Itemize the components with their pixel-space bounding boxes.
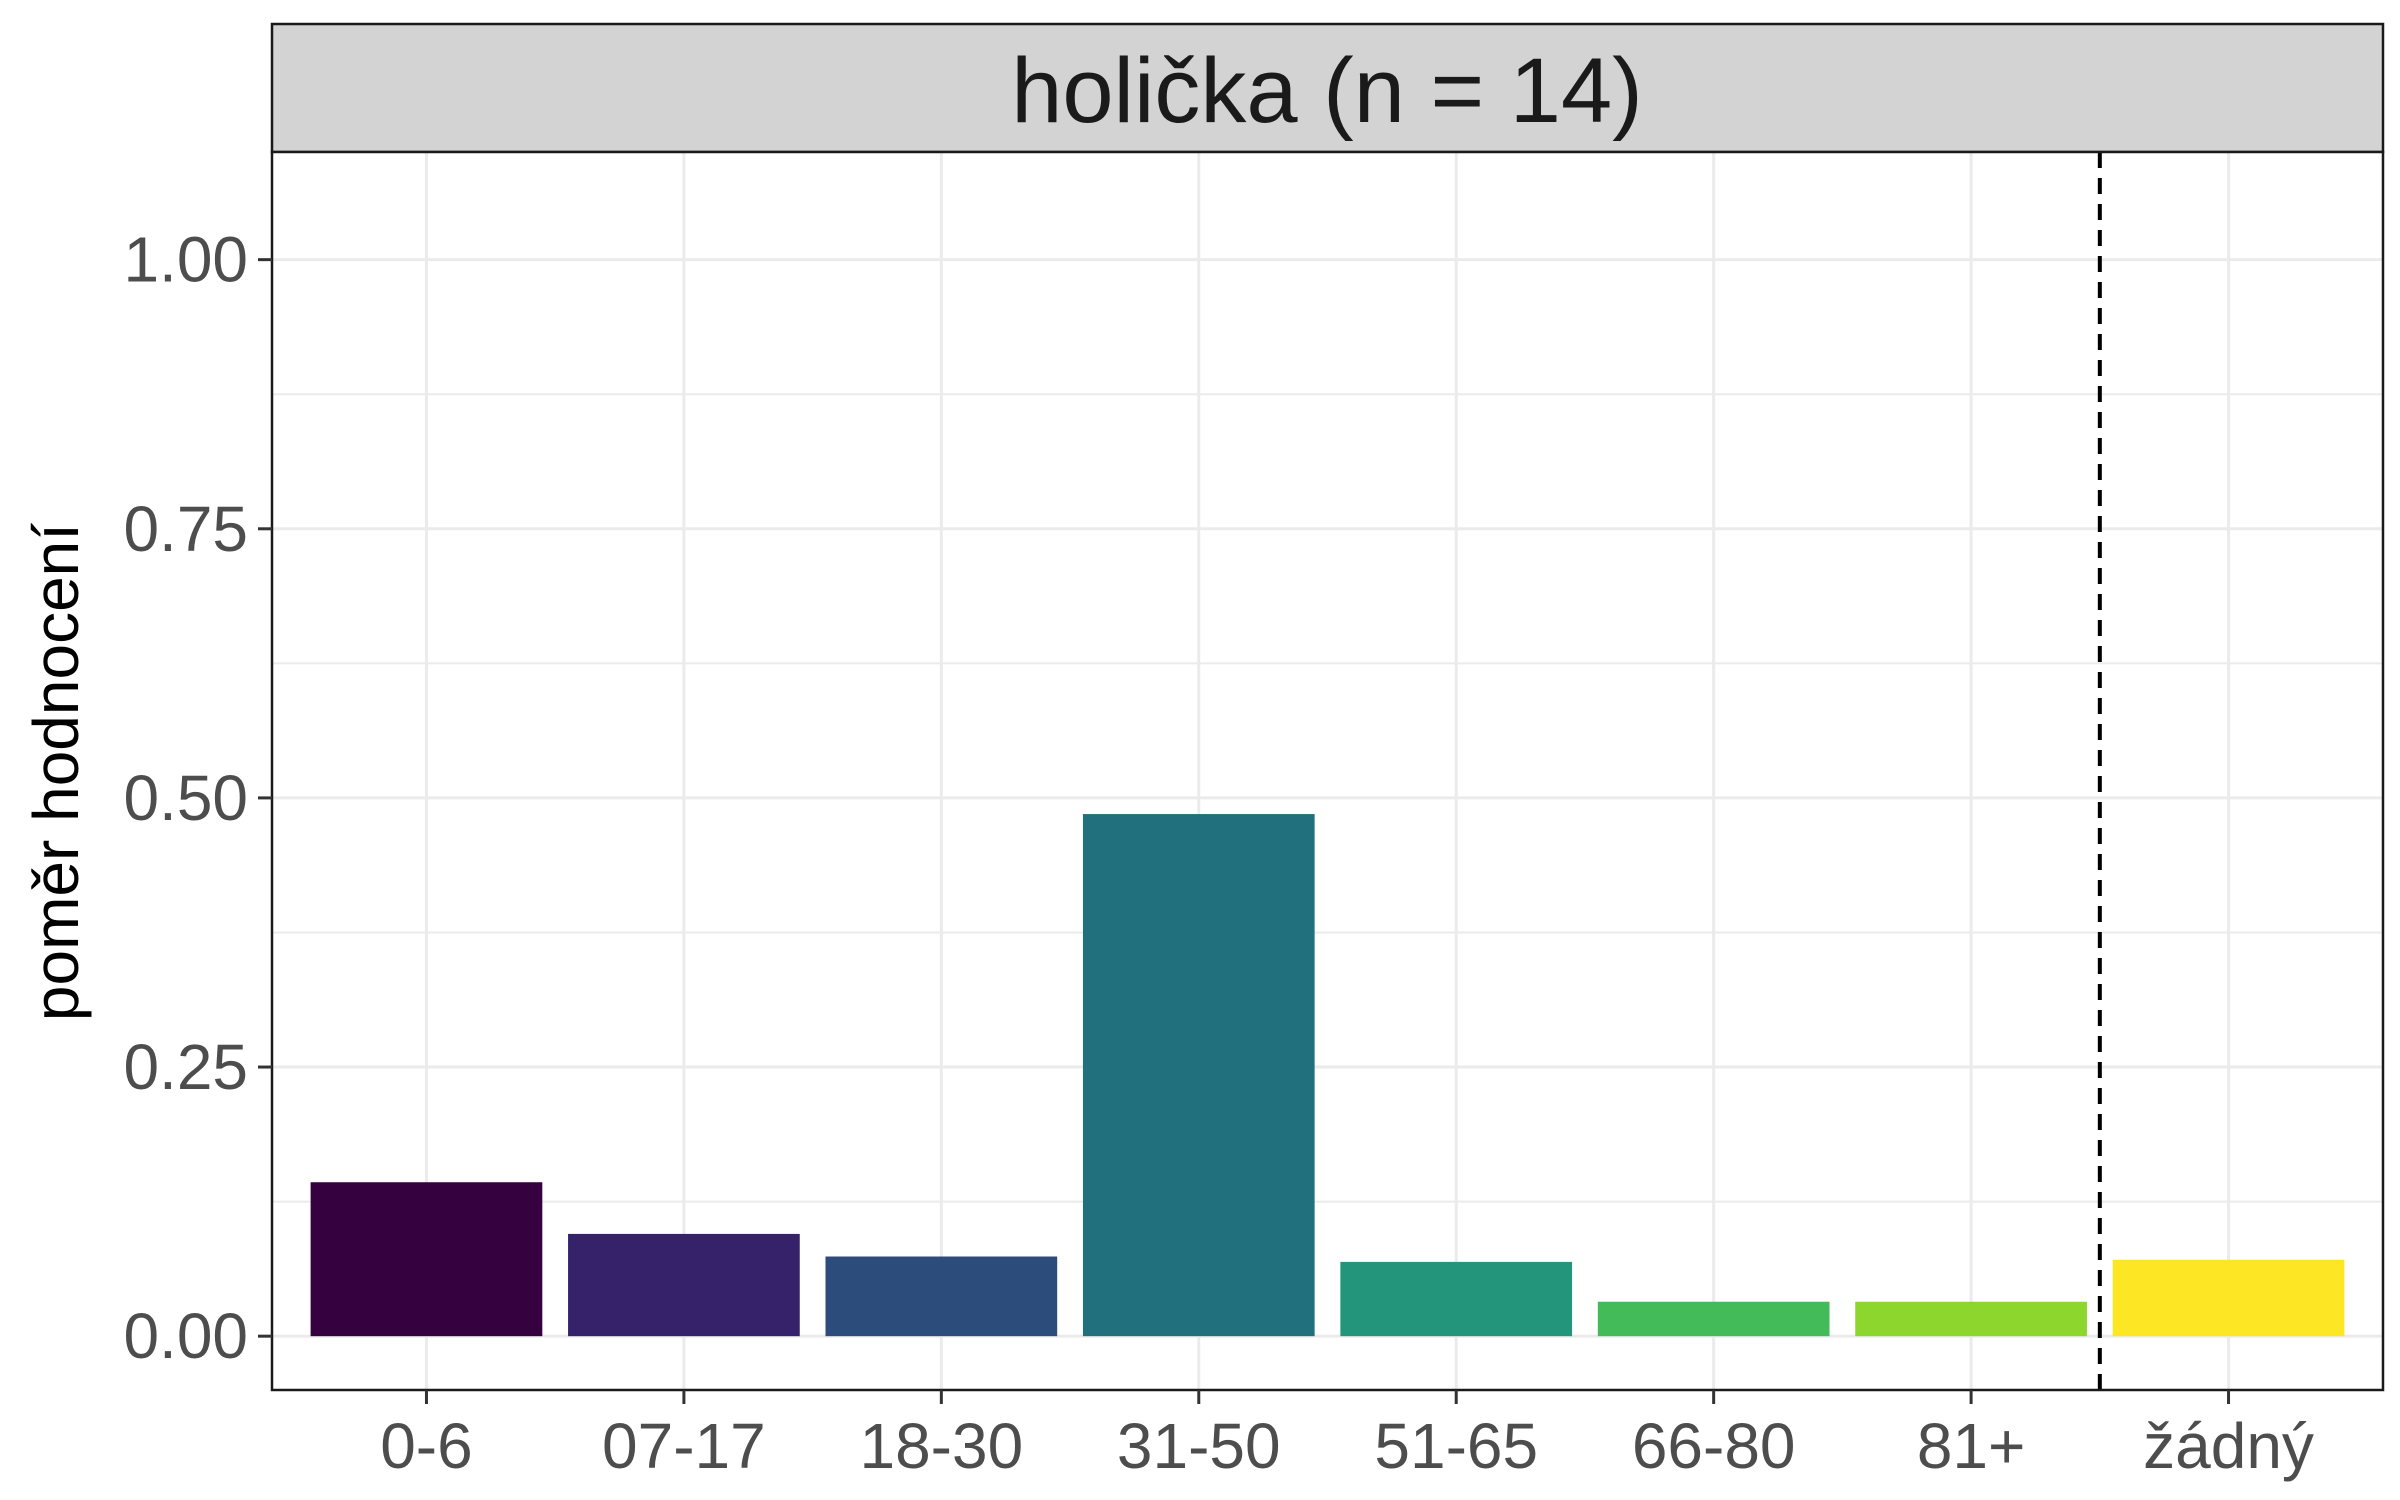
plot-panel — [272, 152, 2383, 1390]
bar-0-6 — [310, 1182, 543, 1337]
y-tick-label: 0.00 — [123, 1300, 248, 1372]
grid-minor — [272, 393, 2383, 1203]
y-axis: 0.00 0.25 0.50 0.75 1.00 — [123, 224, 272, 1372]
y-tick-label: 0.50 — [123, 762, 248, 834]
bar-31-50 — [1082, 814, 1315, 1337]
bar-51-65 — [1340, 1261, 1573, 1337]
bar-07-17 — [568, 1233, 800, 1337]
grid-major — [272, 152, 2383, 1390]
x-tick-label: 81+ — [1917, 1410, 2026, 1482]
plot-panel-border — [270, 150, 2385, 1392]
x-tick-label: 66-80 — [1632, 1410, 1796, 1482]
x-tick-label: 31-50 — [1117, 1410, 1281, 1482]
x-tick-label: žádný — [2143, 1410, 2314, 1482]
facet-strip — [270, 22, 2385, 154]
x-tick-label: 51-65 — [1374, 1410, 1538, 1482]
x-axis: 0-6 07-17 18-30 31-50 51-65 66-80 81+ žádný — [380, 1390, 2314, 1482]
x-tick-label: 18-30 — [859, 1410, 1023, 1482]
x-tick-label: 0-6 — [380, 1410, 473, 1482]
bars — [310, 814, 2345, 1337]
y-tick-label: 1.00 — [123, 224, 248, 296]
x-tick-label: 07-17 — [602, 1410, 766, 1482]
y-tick-label: 0.25 — [123, 1031, 248, 1103]
bar-66-80 — [1597, 1301, 1830, 1337]
bar-žádný — [2112, 1259, 2345, 1337]
y-tick-label: 0.75 — [123, 493, 248, 565]
y-axis-title: poměr hodnocení — [20, 523, 92, 1021]
facet-title: holička (n = 14) — [1011, 40, 1643, 142]
bar-81+ — [1855, 1301, 2087, 1337]
bar-18-30 — [825, 1256, 1058, 1337]
